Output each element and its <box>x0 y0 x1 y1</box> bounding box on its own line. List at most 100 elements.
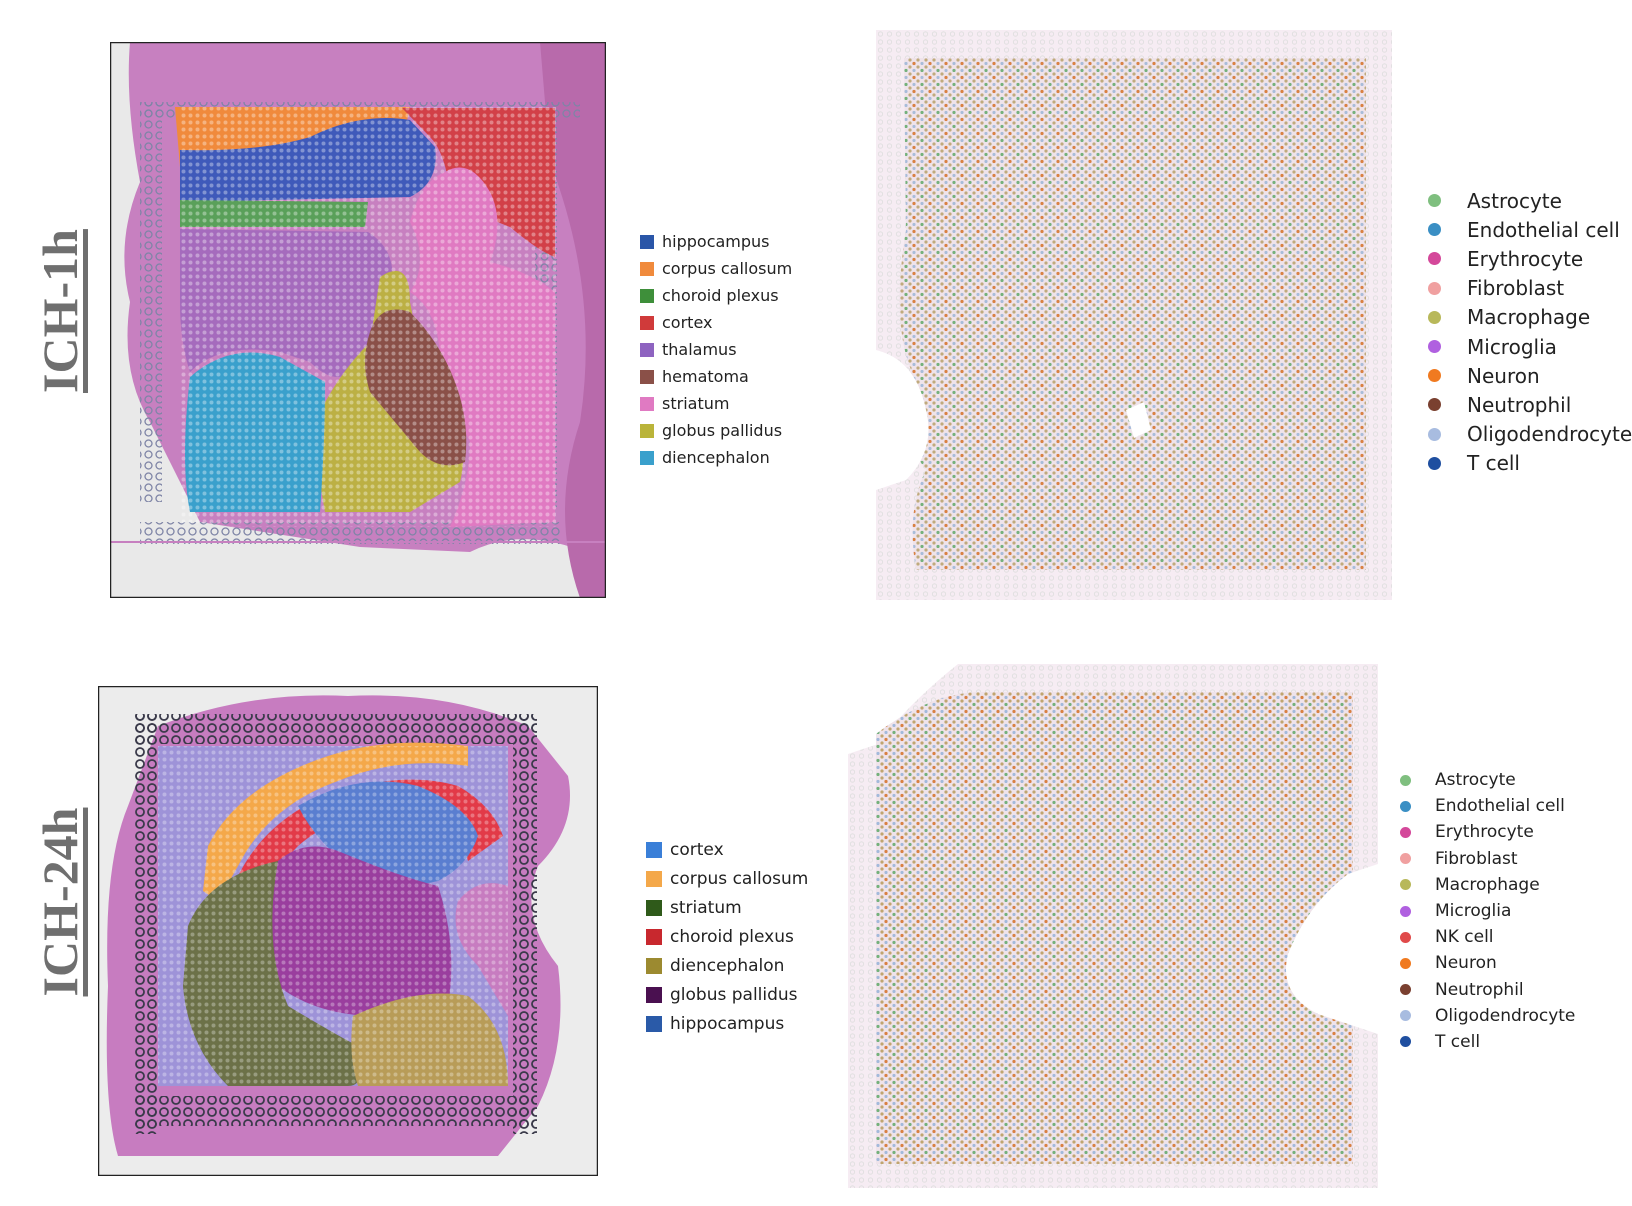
legend-item: Fibroblast <box>1428 274 1632 303</box>
legend-item: Neuron <box>1400 950 1575 976</box>
legend-label: globus pallidus <box>670 984 798 1005</box>
row-label-ich-1h: ICH-1h <box>32 229 88 393</box>
legend-item: Astrocyte <box>1428 186 1632 215</box>
legend-dot <box>1428 427 1441 441</box>
legend-dot <box>1400 1010 1411 1022</box>
legend-label: striatum <box>670 897 742 918</box>
legend-label: Erythrocyte <box>1467 246 1584 271</box>
legend-item: corpus callosum <box>640 255 792 282</box>
legend-swatch <box>640 288 654 303</box>
region-legend-ich-24h: cortex corpus callosum striatum choroid … <box>646 835 808 1038</box>
legend-label: striatum <box>662 394 730 413</box>
legend-item: Neutrophil <box>1428 390 1632 419</box>
celltype-legend-ich-1h: Astrocyte Endothelial cell Erythrocyte F… <box>1428 186 1632 478</box>
legend-swatch <box>640 450 654 465</box>
legend-swatch <box>640 423 654 438</box>
legend-item: Microglia <box>1400 898 1575 924</box>
legend-dot <box>1400 800 1411 812</box>
legend-dot <box>1400 905 1411 917</box>
legend-item: T cell <box>1428 449 1632 478</box>
legend-dot <box>1400 879 1411 891</box>
legend-dot <box>1400 931 1411 943</box>
legend-swatch <box>646 870 662 887</box>
legend-item: hematoma <box>640 363 792 390</box>
legend-dot <box>1428 194 1441 208</box>
legend-label: Fibroblast <box>1435 848 1518 869</box>
legend-item: diencephalon <box>646 951 808 980</box>
legend-item: cortex <box>646 835 808 864</box>
legend-swatch <box>640 234 654 249</box>
legend-item: Astrocyte <box>1400 767 1575 793</box>
legend-label: hippocampus <box>670 1013 785 1034</box>
legend-dot <box>1428 398 1441 412</box>
legend-dot <box>1428 310 1441 324</box>
legend-item: choroid plexus <box>640 282 792 309</box>
legend-dot <box>1400 1036 1411 1048</box>
legend-label: T cell <box>1435 1031 1481 1052</box>
legend-item: thalamus <box>640 336 792 363</box>
legend-item: Erythrocyte <box>1428 244 1632 273</box>
he-region-image-ich-24h <box>98 686 598 1176</box>
legend-item: Neutrophil <box>1400 977 1575 1003</box>
legend-swatch <box>640 369 654 384</box>
legend-label: Oligodendrocyte <box>1435 1005 1576 1026</box>
legend-item: globus pallidus <box>646 980 808 1009</box>
legend-dot <box>1400 957 1411 969</box>
legend-label: Neutrophil <box>1467 392 1572 417</box>
legend-label: globus pallidus <box>662 421 783 440</box>
legend-label: choroid plexus <box>670 926 794 947</box>
legend-label: Erythrocyte <box>1435 822 1534 843</box>
celltype-spot-map-ich-1h <box>876 30 1392 600</box>
legend-label: Neuron <box>1467 363 1540 388</box>
legend-label: Oligodendrocyte <box>1467 422 1632 447</box>
he-region-image-ich-1h <box>110 42 606 598</box>
legend-item: Neuron <box>1428 361 1632 390</box>
region-legend-ich-1h: hippocampus corpus callosum choroid plex… <box>640 228 792 471</box>
legend-item: choroid plexus <box>646 922 808 951</box>
legend-label: cortex <box>670 839 724 860</box>
legend-label: choroid plexus <box>662 286 779 305</box>
legend-label: diencephalon <box>670 955 785 976</box>
legend-item: corpus callosum <box>646 864 808 893</box>
legend-label: Neuron <box>1435 953 1497 974</box>
legend-dot <box>1428 369 1441 383</box>
legend-label: corpus callosum <box>670 868 809 889</box>
legend-label: Microglia <box>1435 901 1512 922</box>
legend-label: Astrocyte <box>1435 770 1516 791</box>
legend-item: cortex <box>640 309 792 336</box>
row-label-ich-24h: ICH-24h <box>32 807 88 997</box>
legend-dot <box>1400 853 1411 865</box>
legend-swatch <box>640 342 654 357</box>
legend-swatch <box>640 315 654 330</box>
celltype-spot-map-ich-24h <box>848 664 1378 1188</box>
legend-item: striatum <box>646 893 808 922</box>
legend-label: Macrophage <box>1435 874 1540 895</box>
legend-swatch <box>640 396 654 411</box>
legend-label: hematoma <box>662 367 749 386</box>
legend-label: thalamus <box>662 340 737 359</box>
legend-item: globus pallidus <box>640 417 792 444</box>
legend-item: Endothelial cell <box>1400 793 1575 819</box>
legend-swatch <box>646 957 662 974</box>
legend-label: Macrophage <box>1467 305 1591 330</box>
legend-item: Macrophage <box>1400 872 1575 898</box>
legend-item: Fibroblast <box>1400 846 1575 872</box>
legend-item: T cell <box>1400 1029 1575 1055</box>
legend-dot <box>1400 774 1411 786</box>
celltype-legend-ich-24h: Astrocyte Endothelial cell Erythrocyte F… <box>1400 767 1575 1055</box>
legend-swatch <box>646 1015 662 1032</box>
legend-label: Microglia <box>1467 334 1557 359</box>
legend-dot <box>1400 984 1411 996</box>
legend-dot <box>1428 340 1441 354</box>
legend-swatch <box>646 899 662 916</box>
legend-label: Fibroblast <box>1467 276 1565 301</box>
legend-item: NK cell <box>1400 924 1575 950</box>
legend-label: hippocampus <box>662 232 770 251</box>
legend-label: corpus callosum <box>662 259 793 278</box>
legend-label: NK cell <box>1435 927 1494 948</box>
legend-swatch <box>646 986 662 1003</box>
legend-dot <box>1428 456 1441 470</box>
legend-label: cortex <box>662 313 713 332</box>
legend-label: Endothelial cell <box>1435 796 1565 817</box>
legend-label: diencephalon <box>662 448 770 467</box>
